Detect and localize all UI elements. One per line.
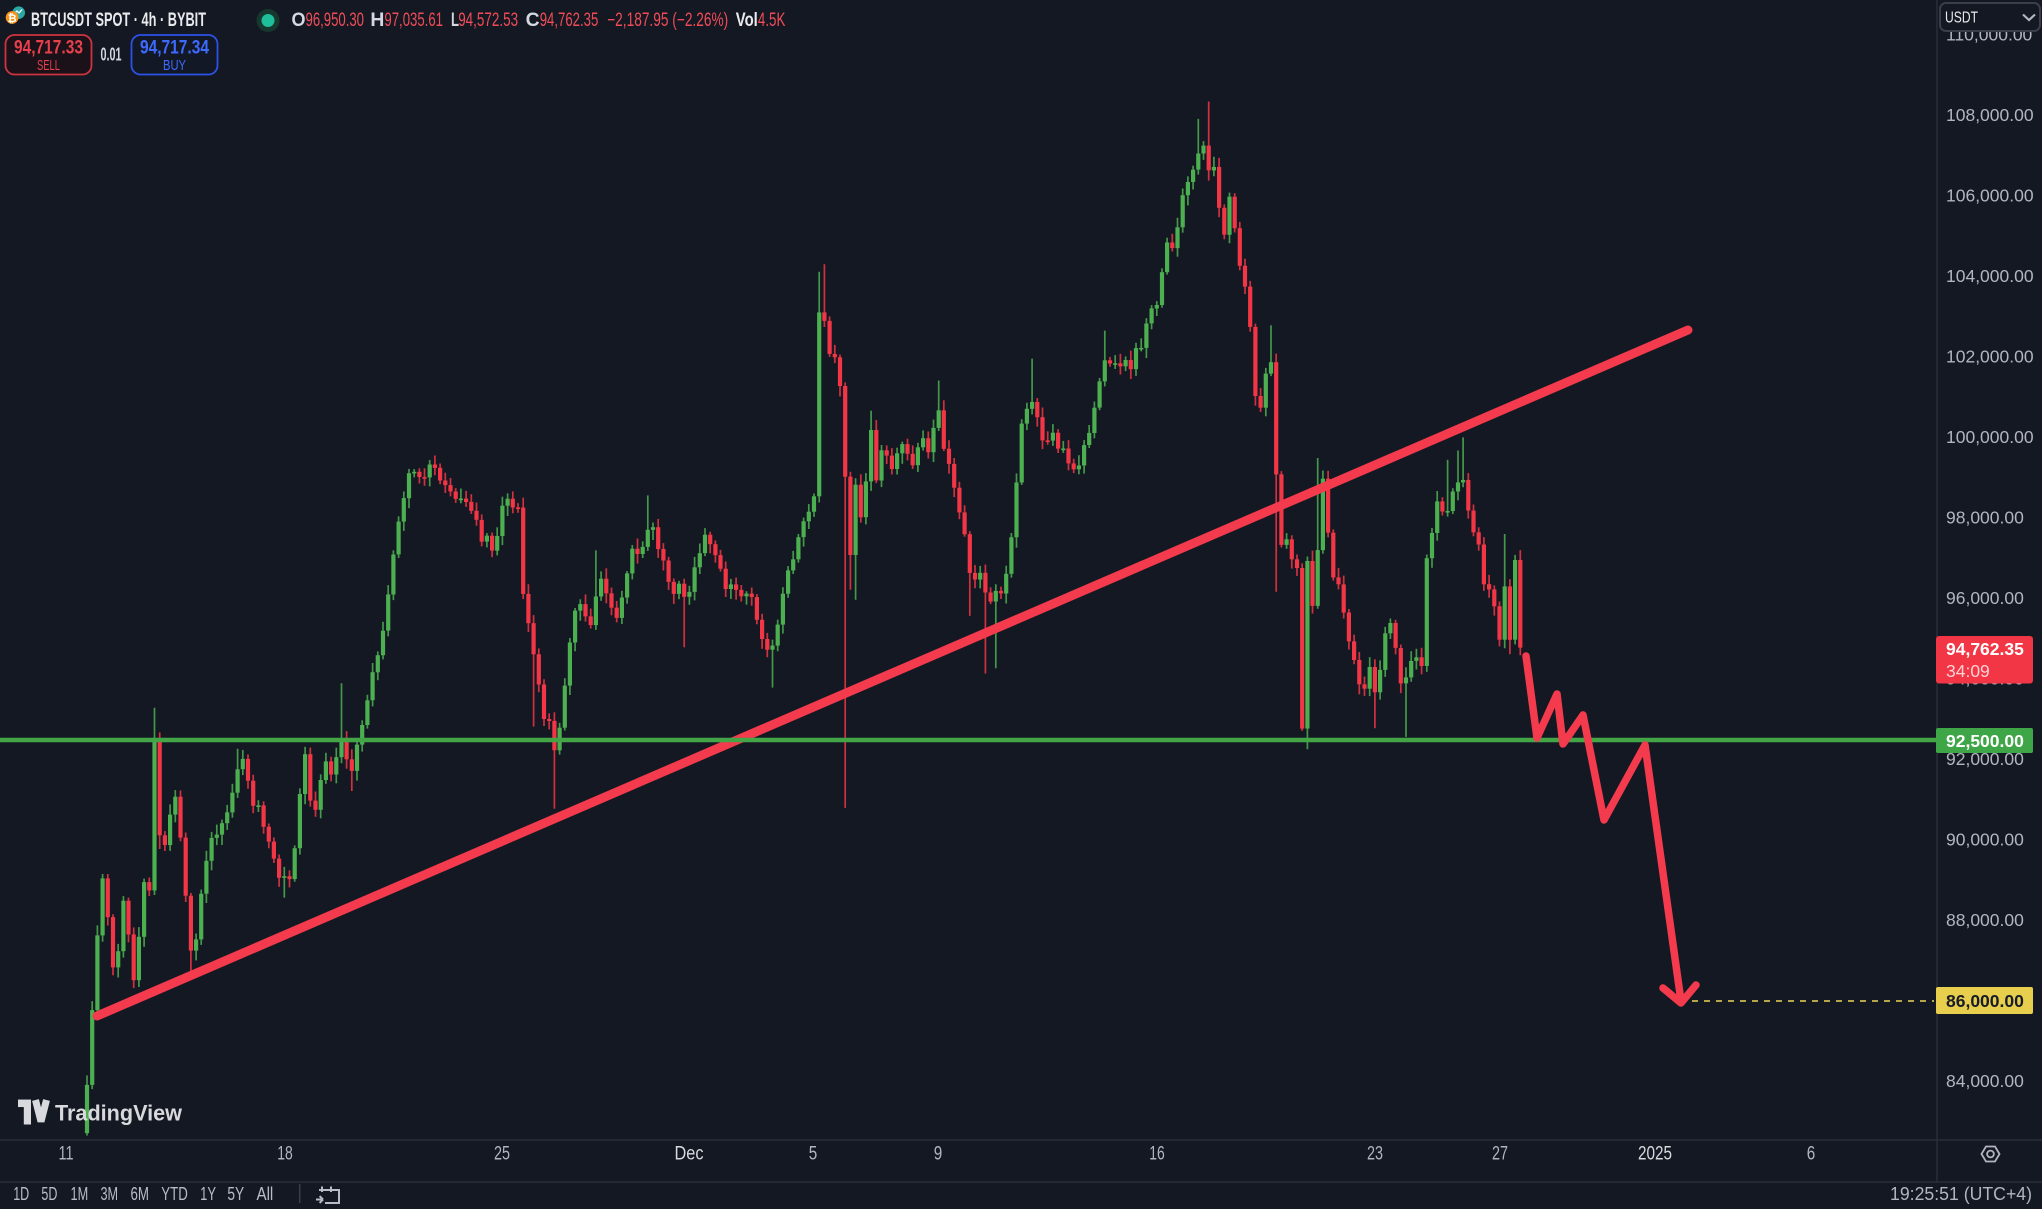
svg-text:94,572.53: 94,572.53 <box>458 10 518 31</box>
svg-text:0.01: 0.01 <box>101 45 122 65</box>
svg-text:C: C <box>526 10 540 31</box>
svg-text:104,000.00: 104,000.00 <box>1946 266 2034 286</box>
svg-text:102,000.00: 102,000.00 <box>1946 346 2034 366</box>
svg-text:34:09: 34:09 <box>1946 661 1990 681</box>
svg-text:4.5K: 4.5K <box>758 10 786 31</box>
svg-text:1D: 1D <box>13 1184 29 1204</box>
svg-text:1M: 1M <box>71 1184 89 1204</box>
svg-text:106,000.00: 106,000.00 <box>1946 185 2034 205</box>
svg-text:₿: ₿ <box>8 13 17 25</box>
svg-text:H: H <box>370 10 384 31</box>
svg-text:6: 6 <box>1807 1144 1816 1165</box>
svg-text:94,762.35: 94,762.35 <box>1946 639 2024 659</box>
svg-text:5: 5 <box>809 1144 818 1165</box>
svg-text:9: 9 <box>934 1144 943 1165</box>
svg-text:TradingView: TradingView <box>55 1101 182 1126</box>
svg-text:96,000.00: 96,000.00 <box>1946 588 2024 608</box>
svg-text:94,717.33: 94,717.33 <box>14 38 83 59</box>
svg-text:27: 27 <box>1492 1144 1508 1165</box>
svg-text:86,000.00: 86,000.00 <box>1946 991 2024 1011</box>
svg-text:90,000.00: 90,000.00 <box>1946 829 2024 849</box>
svg-text:108,000.00: 108,000.00 <box>1946 105 2034 125</box>
svg-text:88,000.00: 88,000.00 <box>1946 910 2024 930</box>
svg-text:94,717.34: 94,717.34 <box>140 38 209 59</box>
svg-text:96,950.30: 96,950.30 <box>306 10 365 31</box>
svg-text:92,500.00: 92,500.00 <box>1946 731 2024 751</box>
svg-text:97,035.61: 97,035.61 <box>384 10 443 31</box>
svg-text:L: L <box>451 10 459 31</box>
svg-text:6M: 6M <box>131 1184 150 1204</box>
svg-text:23: 23 <box>1367 1144 1383 1165</box>
svg-text:2025: 2025 <box>1638 1144 1672 1165</box>
svg-text:94,762.35: 94,762.35 <box>540 10 599 31</box>
svg-text:11: 11 <box>59 1144 74 1165</box>
svg-text:USDT: USDT <box>1945 10 1978 27</box>
svg-text:All: All <box>257 1184 274 1204</box>
svg-text:O: O <box>292 10 306 31</box>
svg-text:92,000.00: 92,000.00 <box>1946 749 2024 769</box>
svg-text:5D: 5D <box>41 1184 57 1204</box>
svg-text:BTCUSDT SPOT · 4h · BYBIT: BTCUSDT SPOT · 4h · BYBIT <box>31 10 206 31</box>
svg-text:SELL: SELL <box>37 57 60 74</box>
svg-text:YTD: YTD <box>161 1184 188 1204</box>
svg-text:84,000.00: 84,000.00 <box>1946 1071 2024 1091</box>
svg-text:19:25:51 (UTC+4): 19:25:51 (UTC+4) <box>1890 1183 2032 1204</box>
svg-text:3M: 3M <box>101 1184 119 1204</box>
svg-text:−2,187.95 (−2.26%): −2,187.95 (−2.26%) <box>607 10 728 31</box>
svg-text:100,000.00: 100,000.00 <box>1946 427 2034 447</box>
svg-text:BUY: BUY <box>163 57 186 74</box>
svg-text:1Y: 1Y <box>200 1184 216 1204</box>
svg-text:98,000.00: 98,000.00 <box>1946 507 2024 527</box>
svg-text:Vol: Vol <box>736 10 758 31</box>
svg-text:Dec: Dec <box>675 1144 704 1165</box>
svg-text:5Y: 5Y <box>227 1184 244 1204</box>
svg-text:18: 18 <box>277 1144 293 1165</box>
svg-text:16: 16 <box>1149 1144 1165 1165</box>
svg-text:25: 25 <box>494 1144 510 1165</box>
